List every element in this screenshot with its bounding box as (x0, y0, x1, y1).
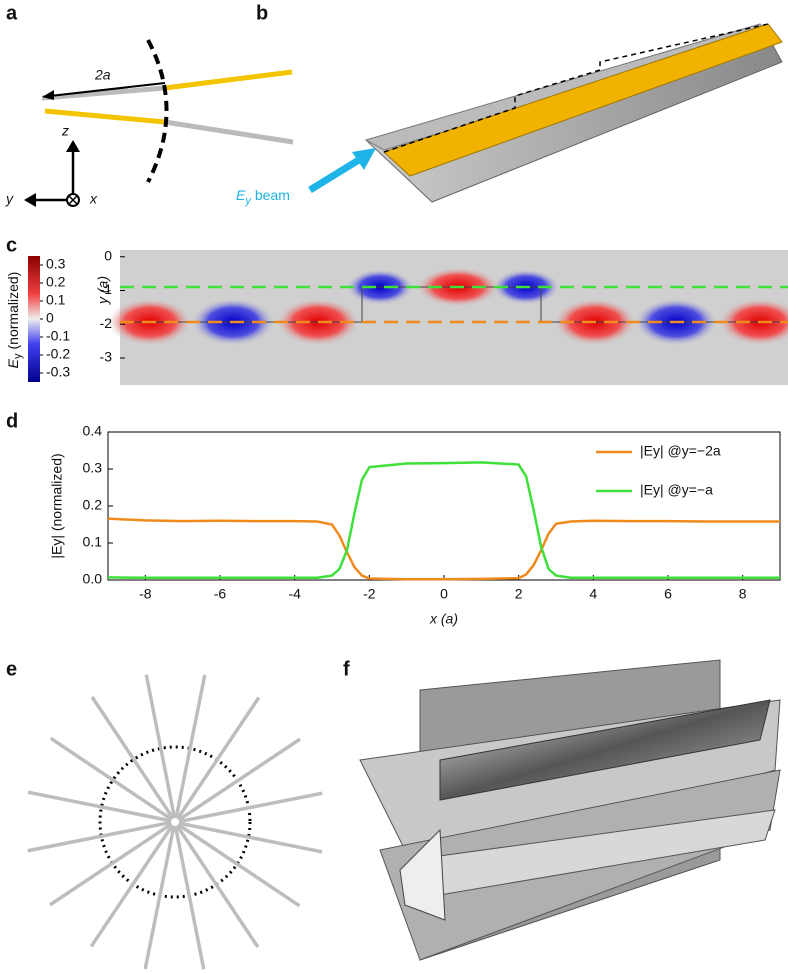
spoke (49, 822, 173, 907)
panel-label: a (6, 2, 18, 24)
y-tick-label: 0 (104, 247, 112, 263)
spoke (173, 825, 206, 970)
colorbar-tick-label: 0.1 (46, 292, 66, 308)
axis-label: z (61, 123, 69, 139)
beam-arrow (308, 155, 364, 193)
panel-label: f (343, 658, 350, 680)
x-axis-label: x (a) (429, 611, 458, 627)
x-tick-label: 4 (589, 586, 597, 602)
plate (399, 828, 446, 921)
upper-sheet (383, 23, 783, 177)
legend-label: |Ey| @y=−a (640, 482, 713, 498)
panel-label: b (256, 2, 268, 24)
x-tick-label: -2 (363, 586, 376, 602)
beam-label: Ey beam (236, 187, 290, 207)
y-tick-label: 0.3 (83, 460, 103, 476)
colorbar-tick-label: 0 (46, 310, 54, 326)
colorbar-tick-label: 0.2 (46, 274, 66, 290)
colorbar-tick-label: -0.3 (46, 364, 70, 380)
plate (439, 699, 771, 801)
panel-label: c (6, 234, 17, 256)
sheet-edge (164, 119, 294, 145)
spoke (177, 823, 301, 908)
arc (146, 39, 169, 183)
colorbar-tick-label: -0.2 (46, 346, 70, 362)
y-tick-label: 0.0 (83, 571, 103, 587)
length-label: 2a (94, 67, 111, 83)
panel-label: e (6, 658, 17, 680)
panel-a: 2a z y x (5, 39, 294, 207)
axis-label: y (a) (95, 276, 111, 305)
arrow-head (42, 90, 54, 100)
x-tick-label: -4 (288, 586, 301, 602)
x-tick-label: -6 (214, 586, 227, 602)
spoke (178, 791, 323, 824)
data-line (107, 517, 780, 581)
panel-label: d (6, 410, 18, 432)
spoke (177, 737, 301, 822)
spoke (90, 696, 175, 820)
sheet-edge (164, 69, 293, 91)
x-tick-label: 6 (664, 586, 672, 602)
panel-d: |Ey| (normalized) x (a) -8 -6 -4 -2 0 2 4 6 8 0.0… (49, 423, 781, 627)
panel-f (359, 659, 781, 961)
spoke (174, 674, 207, 819)
sheet-edge (44, 108, 166, 125)
colorbar-tick-label: -0.1 (46, 328, 70, 344)
panel-e (27, 674, 323, 970)
data-line (107, 461, 780, 580)
panel-c: Ey(normalized) y (a) 0.3 0.2 0.1 0 -0.1 -0.2 -… (5, 247, 788, 385)
y-tick-label: -2 (100, 315, 113, 331)
arrow-head (66, 140, 80, 152)
spoke (175, 824, 260, 948)
x-tick-label: 0 (440, 586, 448, 602)
spoke (178, 821, 323, 854)
panel-b: Ey beam (236, 23, 783, 207)
sheet-edge (41, 85, 166, 101)
x-tick-label: 2 (515, 586, 523, 602)
y-tick-label: 0.1 (83, 534, 103, 550)
y-tick-label: -3 (100, 349, 113, 365)
arrow-head (24, 193, 36, 207)
spoke (89, 824, 174, 948)
colorbar-tick-label: 0.3 (46, 256, 66, 272)
axis-label: y (5, 191, 14, 207)
legend-label: |Ey| @y=−2a (640, 443, 721, 459)
y-tick-label: -1 (100, 281, 113, 297)
y-axis-label: |Ey| (normalized) (49, 453, 65, 558)
circle (98, 745, 252, 899)
spoke (144, 674, 177, 819)
spoke (49, 736, 173, 821)
colorbar (28, 256, 40, 382)
axis-out (68, 195, 78, 205)
y-tick-label: 0.2 (83, 497, 103, 513)
spoke (143, 825, 176, 970)
x-tick-label: 8 (739, 586, 747, 602)
spoke (27, 790, 172, 823)
spoke (176, 696, 261, 820)
arrow (49, 82, 166, 97)
axis-label: x (89, 191, 98, 207)
spoke (27, 820, 172, 853)
x-tick-label: -8 (139, 586, 152, 602)
colorbar-label: Ey(normalized) (5, 272, 24, 369)
beam-arrow-head (352, 148, 376, 170)
y-tick-label: 0.4 (83, 423, 103, 439)
